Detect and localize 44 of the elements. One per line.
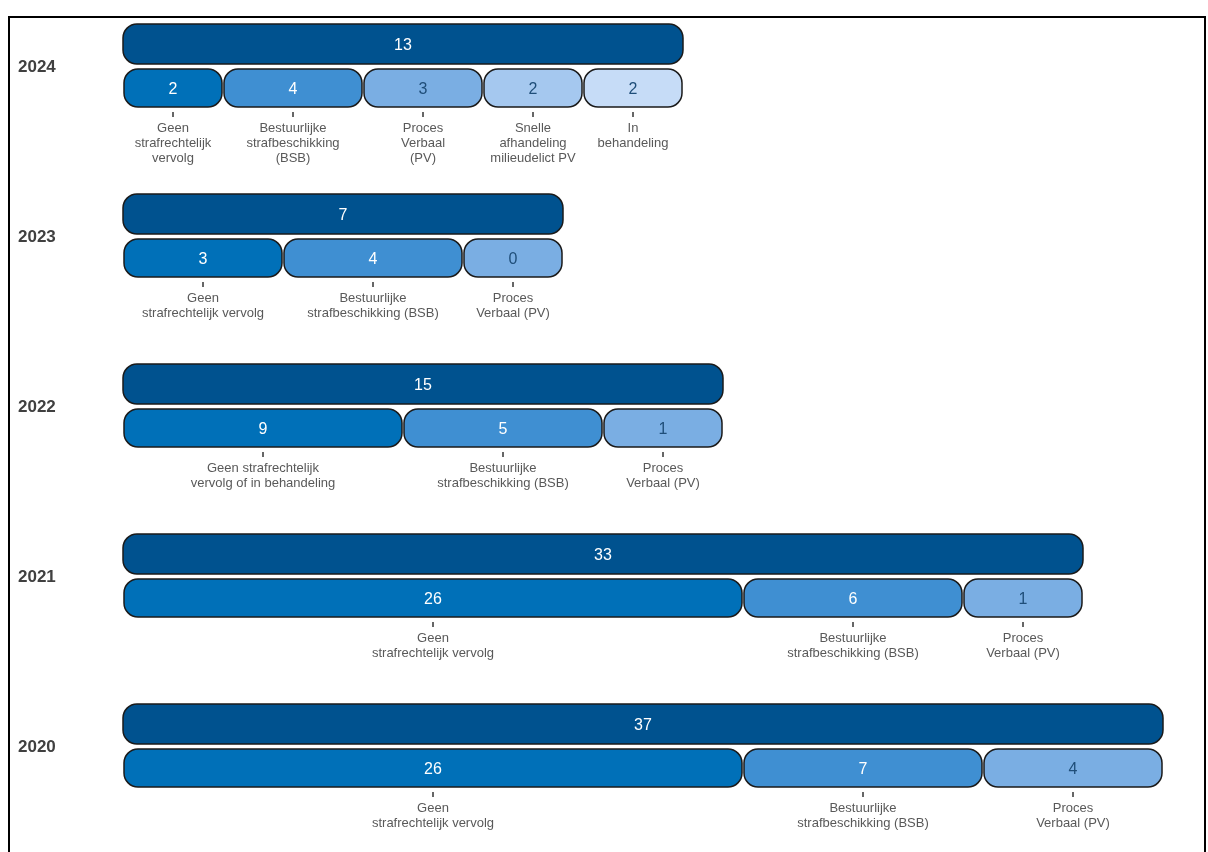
category-label: Proces Verbaal (PV)	[1036, 800, 1110, 830]
text: 2024	[18, 57, 57, 76]
text: 15	[414, 376, 432, 393]
category-label: Geen strafrechtelijk vervolg	[134, 120, 212, 165]
category-label: Bestuurlijke strafbeschikking (BSB)	[437, 460, 569, 490]
category-label: Proces Verbaal (PV)	[476, 290, 550, 320]
category-label: Snelle afhandeling milieudelict PV	[490, 120, 576, 165]
text: 7	[338, 206, 348, 223]
category-label: In behandeling	[597, 120, 669, 150]
data-label: 9	[258, 420, 268, 437]
data-label: 2	[628, 80, 638, 97]
category-label: Geen strafrechtelijk vervolg	[371, 630, 495, 660]
category-label: Proces Verbaal (PV)	[626, 460, 700, 490]
data-label: 5	[498, 420, 508, 437]
category-label: Proces Verbaal (PV)	[400, 120, 446, 165]
data-label: 3	[198, 250, 208, 267]
category-label: Geen strafrechtelijk vervolg	[371, 800, 495, 830]
text: 33	[594, 546, 612, 563]
data-label: 4	[1068, 760, 1078, 777]
data-label: 1	[658, 420, 668, 437]
category-label: Geen strafrechtelijk vervolg	[141, 290, 265, 320]
data-label: 2	[168, 80, 178, 97]
data-label: 2	[528, 80, 538, 97]
category-label: Bestuurlijke strafbeschikking (BSB)	[797, 800, 929, 830]
category-label: Proces Verbaal (PV)	[986, 630, 1060, 660]
data-label: 6	[848, 590, 858, 607]
text: 2021	[18, 567, 56, 586]
data-label: 7	[858, 760, 868, 777]
text: 37	[634, 716, 652, 733]
data-label: 4	[288, 80, 298, 97]
category-label: Geen strafrechtelijk vervolg of in behandeling	[190, 460, 336, 490]
data-label: 26	[424, 590, 442, 607]
category-label: Bestuurlijke strafbeschikking (BSB)	[307, 290, 439, 320]
category-label: Bestuurlijke strafbeschikking (BSB)	[787, 630, 919, 660]
text: 2023	[18, 227, 56, 246]
text: 13	[394, 36, 412, 53]
data-label: 4	[368, 250, 378, 267]
text: 2020	[18, 737, 56, 756]
data-label: 1	[1018, 590, 1028, 607]
text: 2022	[18, 397, 56, 416]
category-label: Bestuurlijke strafbeschikking (BSB)	[246, 120, 340, 165]
data-label: 3	[418, 80, 428, 97]
data-label: 26	[424, 760, 442, 777]
data-label: 0	[508, 250, 518, 267]
